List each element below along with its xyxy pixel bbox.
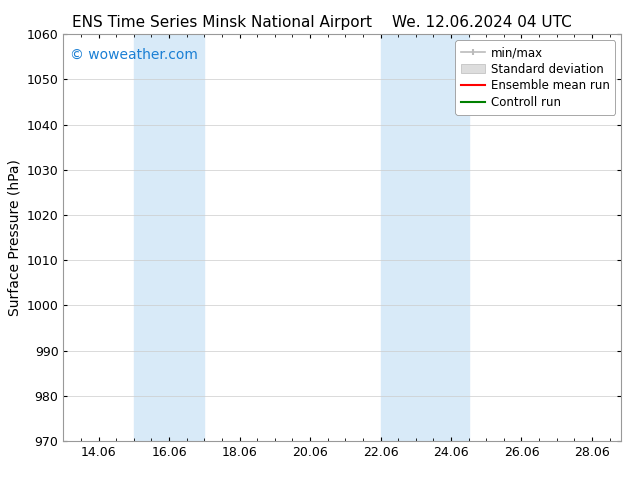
Legend: min/max, Standard deviation, Ensemble mean run, Controll run: min/max, Standard deviation, Ensemble me…	[455, 40, 616, 115]
Y-axis label: Surface Pressure (hPa): Surface Pressure (hPa)	[7, 159, 21, 316]
Text: We. 12.06.2024 04 UTC: We. 12.06.2024 04 UTC	[392, 15, 572, 30]
Text: © woweather.com: © woweather.com	[70, 48, 198, 62]
Bar	[134, 34, 204, 441]
Text: ENS Time Series Minsk National Airport: ENS Time Series Minsk National Airport	[72, 15, 372, 30]
Bar	[380, 34, 469, 441]
